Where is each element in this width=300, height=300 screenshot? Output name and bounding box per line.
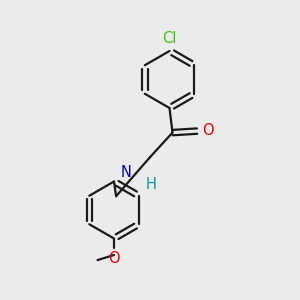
Text: N: N <box>121 165 132 180</box>
Text: Cl: Cl <box>162 31 177 46</box>
Text: O: O <box>108 251 120 266</box>
Text: O: O <box>202 123 214 138</box>
Text: H: H <box>145 177 156 192</box>
